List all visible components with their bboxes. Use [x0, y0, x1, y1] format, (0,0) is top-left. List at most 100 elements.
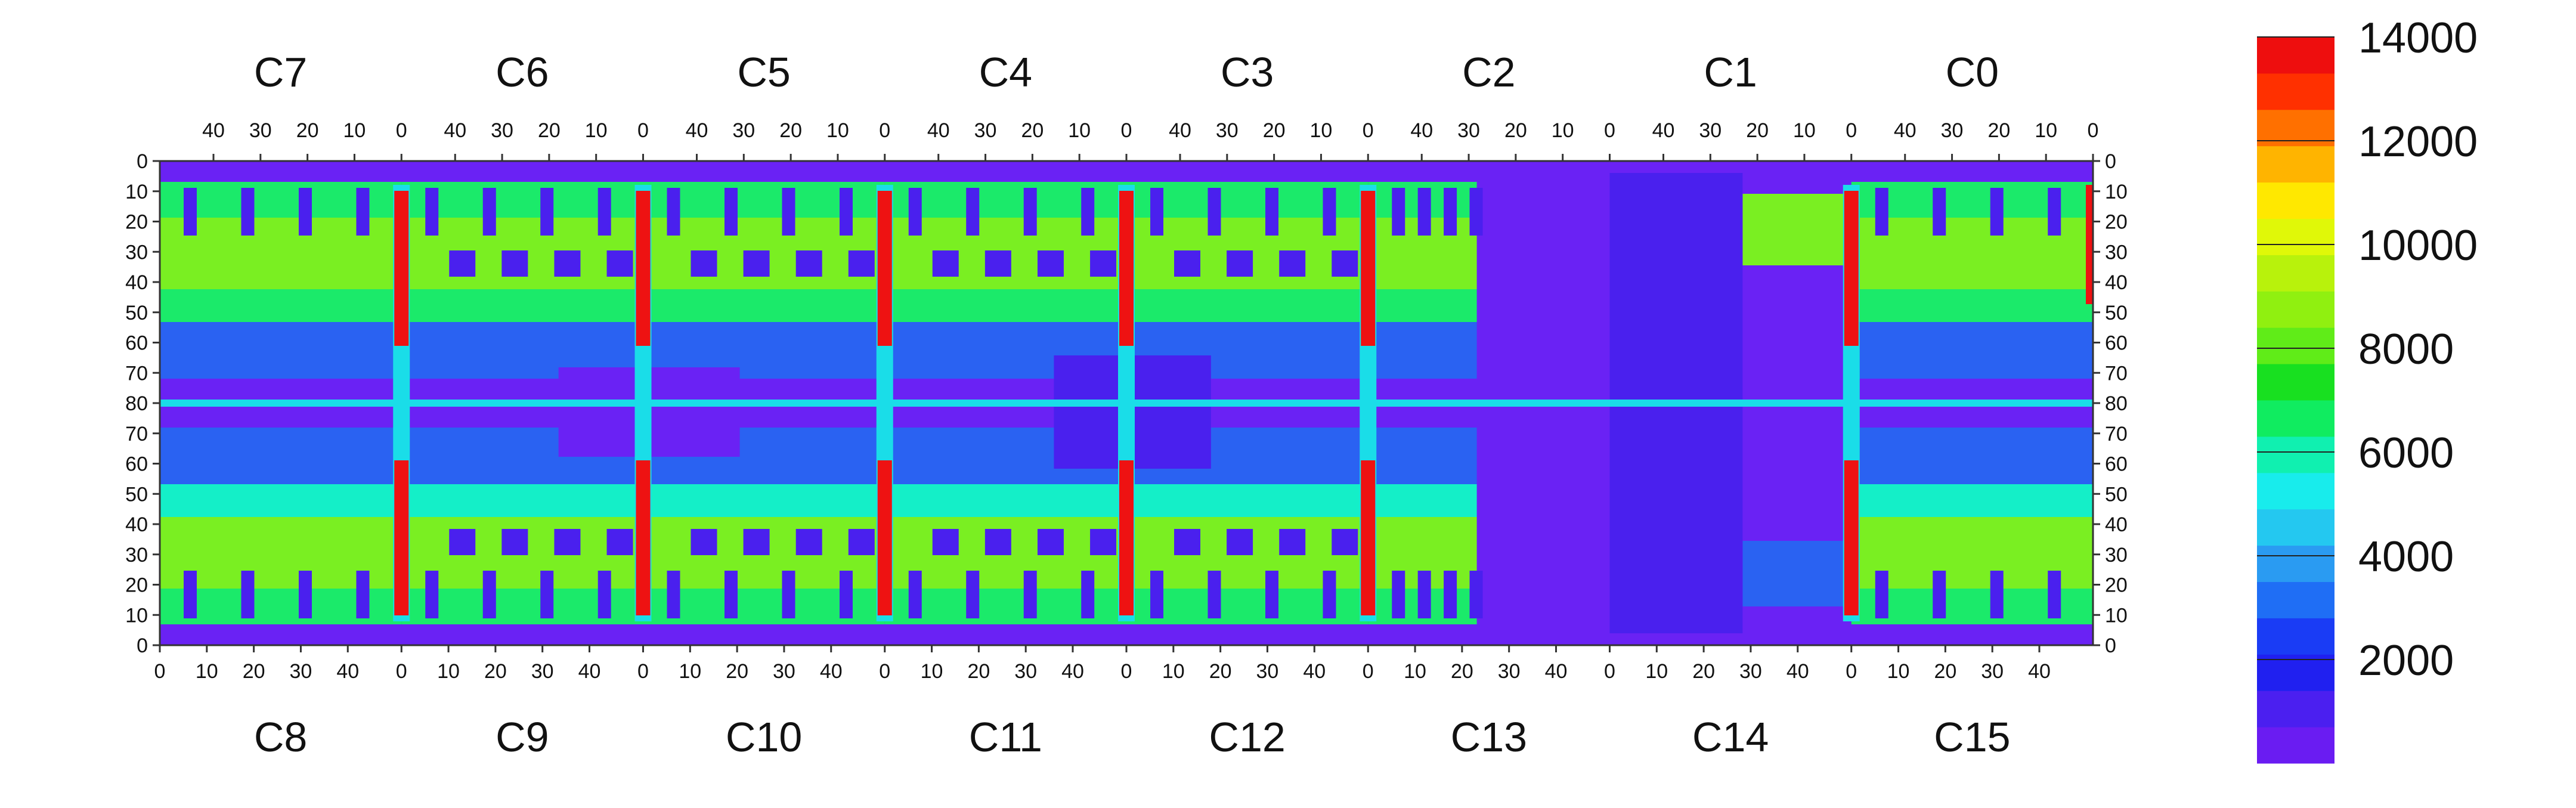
dead-square	[848, 529, 875, 555]
x-tick-label-bottom: 40	[1545, 660, 1568, 683]
pad-block	[1392, 571, 1405, 618]
pad-block	[1875, 188, 1888, 236]
pad-block	[667, 571, 680, 618]
colorbar-segment	[2257, 37, 2334, 74]
pad-block	[597, 571, 611, 618]
pad-block	[1933, 188, 1946, 236]
dead-square	[606, 250, 633, 277]
x-tick-label-top: 0	[637, 119, 649, 142]
pad-block	[1444, 188, 1457, 236]
dead-square	[501, 250, 528, 277]
colorbar-tick-label: 4000	[2358, 533, 2454, 581]
hot-column-bottom	[394, 460, 409, 615]
y-tick-label-left: 80	[125, 392, 148, 415]
x-tick-label-top: 30	[1457, 119, 1480, 142]
colorbar-segment	[2257, 472, 2334, 510]
colorbar-segment	[2257, 727, 2334, 764]
x-tick-label-top: 10	[826, 119, 849, 142]
pad-block	[2048, 571, 2061, 618]
pad-block	[1023, 571, 1037, 618]
x-tick-label-bottom: 0	[1846, 660, 1857, 683]
x-tick-label-bottom: 30	[1739, 660, 1762, 683]
colorbar-segment	[2257, 109, 2334, 147]
pad-block	[1081, 188, 1095, 236]
x-tick-label-top: 30	[1216, 119, 1239, 142]
chip-label-top: C7	[254, 49, 307, 95]
chip-region-top	[1742, 194, 1852, 265]
y-tick-label-left: 0	[137, 634, 148, 657]
x-tick-label-bottom: 40	[336, 660, 359, 683]
pad-block	[2048, 188, 2061, 236]
dead-square	[1174, 529, 1200, 555]
y-tick-label-right: 30	[2105, 544, 2128, 566]
chip-label-bottom: C8	[254, 714, 307, 760]
pad-block	[1265, 571, 1278, 618]
x-tick-label-bottom: 20	[1451, 660, 1473, 683]
x-tick-label-bottom: 0	[1363, 660, 1374, 683]
x-tick-label-bottom: 40	[578, 660, 601, 683]
dead-square	[932, 529, 959, 555]
y-tick-label-right: 40	[2105, 271, 2128, 294]
dead-square	[932, 250, 959, 277]
chip-band-green	[643, 289, 885, 322]
y-tick-label-right: 50	[2105, 483, 2128, 506]
x-tick-label-bottom: 40	[820, 660, 843, 683]
pad-block	[1323, 571, 1336, 618]
chip-region-top	[1851, 182, 2093, 379]
y-tick-label-left: 40	[125, 513, 148, 536]
pad-block	[1150, 188, 1163, 236]
chip-band-green	[401, 289, 643, 322]
dead-square	[606, 529, 633, 555]
y-tick-label-left: 70	[125, 423, 148, 445]
dead-square	[1090, 250, 1117, 277]
chip-label-bottom: C14	[1692, 714, 1769, 760]
chip-band-blue	[1368, 322, 1477, 379]
pad-block	[241, 571, 255, 618]
x-tick-label-top: 40	[1894, 119, 1916, 142]
y-tick-label-left: 50	[125, 302, 148, 324]
y-tick-label-left: 20	[125, 211, 148, 234]
chip-region-bottom	[643, 428, 885, 624]
x-tick-label-bottom: 30	[531, 660, 554, 683]
colorbar-segment	[2257, 182, 2334, 219]
x-tick-label-bottom: 30	[290, 660, 312, 683]
hot-column-top	[1844, 191, 1859, 346]
x-tick-label-bottom: 20	[243, 660, 265, 683]
pad-block	[1208, 188, 1221, 236]
dead-square	[1227, 250, 1253, 277]
x-tick-label-bottom: 0	[1121, 660, 1132, 683]
y-tick-label-left: 10	[125, 604, 148, 627]
chip-region-bottom	[1742, 541, 1852, 606]
chip-label-top: C1	[1704, 49, 1757, 95]
y-tick-label-right: 20	[2105, 574, 2128, 597]
y-tick-label-left: 30	[125, 544, 148, 566]
pad-block	[540, 188, 554, 236]
chip-band-blue	[160, 322, 402, 379]
chip-band-blue	[1851, 428, 2093, 484]
pad-block	[667, 188, 680, 236]
colorbar-segment	[2257, 291, 2334, 328]
colorbar-tick-label: 12000	[2358, 118, 2478, 166]
x-tick-label-top: 30	[974, 119, 997, 142]
chip-label-bottom: C9	[496, 714, 549, 760]
y-tick-label-right: 70	[2105, 423, 2128, 445]
pad-block	[1469, 571, 1483, 618]
x-tick-label-top: 30	[1941, 119, 1964, 142]
x-tick-label-top: 0	[879, 119, 890, 142]
pad-block	[540, 571, 554, 618]
pad-block	[1469, 188, 1483, 236]
pad-block	[908, 188, 922, 236]
chip-band-green	[1126, 289, 1368, 322]
x-tick-label-top: 10	[1552, 119, 1574, 142]
y-tick-label-left: 40	[125, 271, 148, 294]
pad-block	[1990, 571, 2004, 618]
pad-block	[839, 571, 853, 618]
pad-block	[724, 188, 738, 236]
x-tick-label-top: 30	[491, 119, 513, 142]
x-tick-label-bottom: 0	[396, 660, 407, 683]
dead-square	[691, 250, 717, 277]
pad-block	[966, 188, 980, 236]
hot-column-edge	[2086, 185, 2093, 304]
